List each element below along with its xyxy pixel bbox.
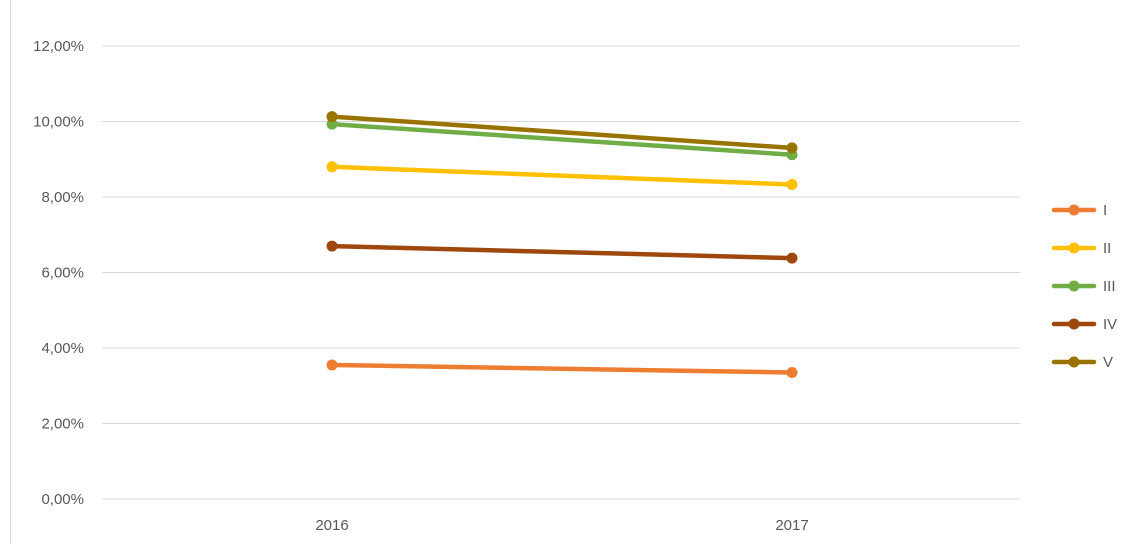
x-tick-label: 2016 [315,517,348,534]
y-tick-label: 10,00% [33,114,84,131]
series-ii [326,161,798,191]
data-point [786,142,798,154]
series-line [329,243,795,261]
legend-item-ii: II [1051,240,1111,257]
y-tick-label: 2,00% [41,416,84,433]
legend-swatch-marker [1068,356,1080,368]
y-tick-label: 6,00% [41,265,84,282]
legend-swatch-marker [1068,204,1080,216]
data-point [326,161,338,173]
data-point [786,179,798,191]
series-lines [326,111,798,379]
data-point [326,111,338,123]
legend-label: V [1103,354,1113,371]
data-point [326,240,338,252]
data-point [786,252,798,264]
chart-left-border [10,0,11,544]
x-tick-label: 2017 [775,517,808,534]
legend-label: II [1103,240,1111,257]
y-tick-label: 4,00% [41,340,84,357]
series-line [329,164,795,187]
legend-swatch-marker [1068,318,1080,330]
series-line [329,121,795,157]
legend-label: III [1103,278,1116,295]
legend-item-v: V [1051,354,1113,371]
series-line [329,114,795,151]
data-point [786,367,798,379]
legend-label: IV [1103,316,1117,333]
y-tick-label: 12,00% [33,38,84,55]
data-point [326,359,338,371]
legend-item-i: I [1051,202,1107,219]
series-i [326,359,798,379]
series-line [329,362,795,375]
gridlines [102,45,1020,500]
legend-item-iv: IV [1051,316,1117,333]
data-point [326,118,338,130]
y-tick-label: 8,00% [41,189,84,206]
x-axis-ticks: 2016 2017 [315,517,808,534]
legend-item-iii: III [1051,278,1116,295]
legend-swatch-marker [1068,280,1080,292]
legend-swatch-marker [1068,242,1080,254]
y-axis-ticks: 0,00% 2,00% 4,00% 6,00% 8,00% 10,00% 12,00% [33,38,84,508]
series-iii [326,118,798,161]
series-iv [326,240,798,264]
y-tick-label: 0,00% [41,491,84,508]
legend-label: I [1103,202,1107,219]
series-v [326,111,798,154]
